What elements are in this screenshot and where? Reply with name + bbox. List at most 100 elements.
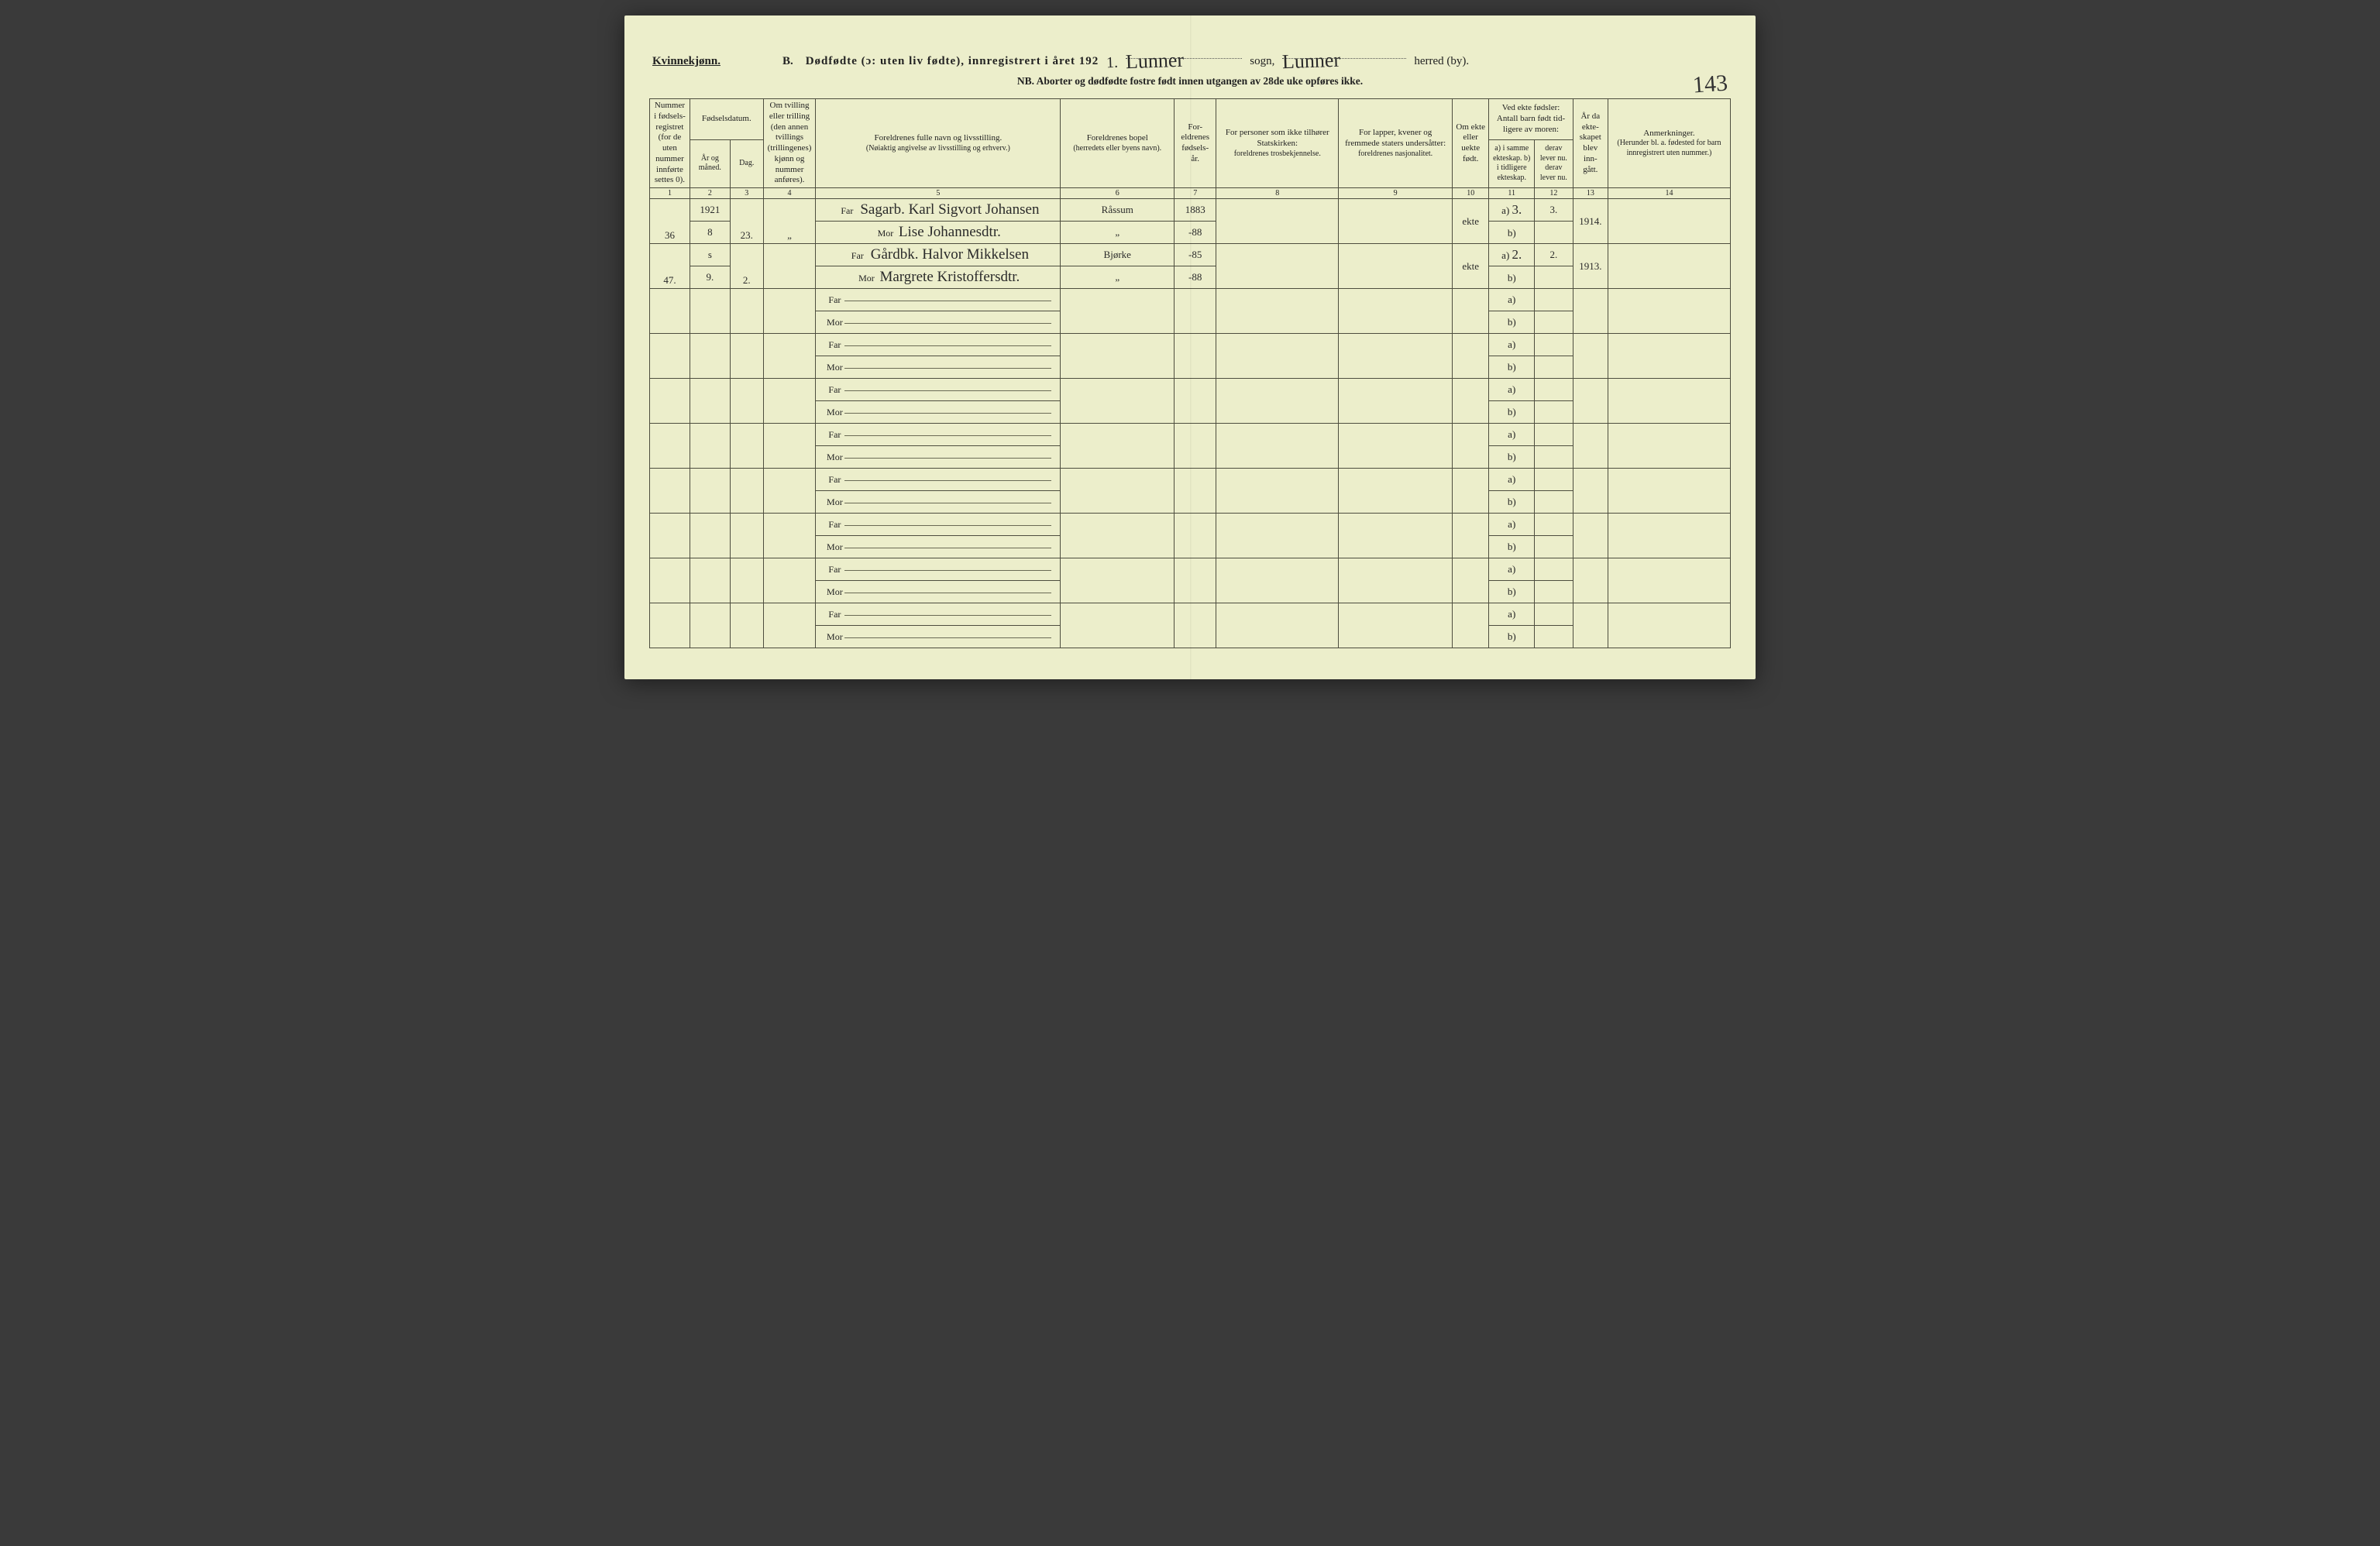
cell-empty — [1453, 379, 1489, 424]
cell-11b-empty: b) — [1489, 356, 1535, 379]
cell-empty — [1608, 424, 1730, 469]
cell-empty — [1339, 469, 1453, 514]
cell-11a-empty: a) — [1489, 289, 1535, 311]
cell-empty — [690, 469, 730, 514]
cell-empty — [1453, 424, 1489, 469]
cell-empty — [1535, 491, 1573, 514]
cell-empty — [690, 379, 730, 424]
cell-11b-empty: b) — [1489, 311, 1535, 334]
cell-11a-empty: a) — [1489, 379, 1535, 401]
cell-aar-ekte: 1914. — [1573, 199, 1608, 244]
cell-empty — [650, 469, 690, 514]
cell-empty — [763, 334, 816, 379]
cell-11a-empty: a) — [1489, 424, 1535, 446]
cell-mor-empty: Mor — [816, 581, 1061, 603]
coln-13: 13 — [1573, 188, 1608, 199]
cell-11b-empty: b) — [1489, 446, 1535, 469]
cell-empty — [1608, 469, 1730, 514]
cell-empty — [1175, 424, 1216, 469]
cell-empty — [1608, 558, 1730, 603]
cell-empty — [763, 424, 816, 469]
cell-empty — [690, 514, 730, 558]
cell-empty — [690, 334, 730, 379]
coln-6: 6 — [1061, 188, 1175, 199]
page-header: Kvinnekjønn. B. Dødfødte (ɔ: uten liv fø… — [652, 46, 1731, 69]
cell-empty — [730, 424, 763, 469]
cell-mor-empty: Mor — [816, 446, 1061, 469]
cell-bopel-mor: „ — [1061, 222, 1175, 244]
cell-empty — [1175, 558, 1216, 603]
cell-empty — [1061, 469, 1175, 514]
register-table: Nummer i fødsels-registret (for de uten … — [649, 98, 1731, 648]
cell-empty — [1216, 603, 1339, 648]
section-letter: B. — [782, 55, 793, 68]
cell-empty — [1453, 289, 1489, 334]
cell-empty — [1535, 356, 1573, 379]
cell-empty — [1573, 289, 1608, 334]
cell-mor-empty: Mor — [816, 401, 1061, 424]
cell-11a: a) 2. — [1489, 244, 1535, 266]
cell-empty — [730, 558, 763, 603]
cell-empty — [1535, 334, 1573, 356]
cell-aar-ekte: 1913. — [1573, 244, 1608, 289]
cell-far-empty: Far — [816, 558, 1061, 581]
cell-empty — [763, 289, 816, 334]
cell-yearmonth-bot: 9. — [690, 266, 730, 289]
cell-empty — [1608, 603, 1730, 648]
col8-head: For personer som ikke tilhører Statskirk… — [1216, 99, 1339, 188]
table-row: 36192123.„FarSagarb. Karl Sigvort Johans… — [650, 199, 1731, 222]
cell-mor: MorMargrete Kristoffersdtr. — [816, 266, 1061, 289]
cell-num: 36 — [650, 199, 690, 244]
cell-empty — [1175, 379, 1216, 424]
nb-line: NB. Aborter og dødfødte fostre født inne… — [649, 75, 1731, 88]
cell-empty — [730, 334, 763, 379]
cell-ekte: ekte — [1453, 199, 1489, 244]
cell-empty — [730, 289, 763, 334]
cell-empty — [650, 424, 690, 469]
cell-11b-empty: b) — [1489, 491, 1535, 514]
cell-11a-empty: a) — [1489, 469, 1535, 491]
cell-empty — [763, 558, 816, 603]
col6-head: Foreldrenes bopel (herredets eller byens… — [1061, 99, 1175, 188]
cell-empty — [730, 603, 763, 648]
col8-top: For personer som ikke tilhører Statskirk… — [1219, 128, 1335, 149]
cell-empty — [1216, 334, 1339, 379]
cell-empty — [1535, 514, 1573, 536]
table-row: Fara) — [650, 334, 1731, 356]
cell-yearmonth-top: 1921 — [690, 199, 730, 222]
herred-hw: Lunner — [1282, 49, 1341, 74]
col6-sub: (herredets eller byens navn). — [1064, 144, 1171, 154]
col23-head: Fødselsdatum. — [690, 99, 763, 140]
cell-empty — [1608, 379, 1730, 424]
cell-yearmonth-bot: 8 — [690, 222, 730, 244]
col2-sub: År og måned. — [690, 139, 730, 187]
cell-11b-empty: b) — [1489, 626, 1535, 648]
cell-empty — [730, 469, 763, 514]
cell-mor-empty: Mor — [816, 311, 1061, 334]
cell-empty — [650, 603, 690, 648]
cell-empty — [1339, 603, 1453, 648]
cell-bopel-far: Bjørke — [1061, 244, 1175, 266]
cell-empty — [1453, 469, 1489, 514]
cell-empty — [1453, 514, 1489, 558]
cell-empty — [650, 514, 690, 558]
col9-top: For lapper, kvener og fremmede staters u… — [1342, 128, 1449, 149]
cell-tros — [1216, 199, 1339, 244]
cell-bopel-mor: „ — [1061, 266, 1175, 289]
col13-head: År da ekte-skapet blev inn-gått. — [1573, 99, 1608, 188]
cell-empty — [1535, 626, 1573, 648]
table-row: Fara) — [650, 379, 1731, 401]
coln-7: 7 — [1175, 188, 1216, 199]
cell-twin — [763, 244, 816, 289]
cell-anm — [1608, 199, 1730, 244]
cell-empty — [1216, 514, 1339, 558]
coln-14: 14 — [1608, 188, 1730, 199]
table-row: Fara) — [650, 558, 1731, 581]
cell-empty — [1453, 558, 1489, 603]
cell-empty — [1061, 603, 1175, 648]
col14-sub: (Herunder bl. a. fødested for barn innre… — [1611, 139, 1727, 158]
cell-12b — [1535, 222, 1573, 244]
col14-head: Anmerkninger. (Herunder bl. a. fødested … — [1608, 99, 1730, 188]
cell-empty — [1608, 334, 1730, 379]
cell-empty — [1573, 469, 1608, 514]
